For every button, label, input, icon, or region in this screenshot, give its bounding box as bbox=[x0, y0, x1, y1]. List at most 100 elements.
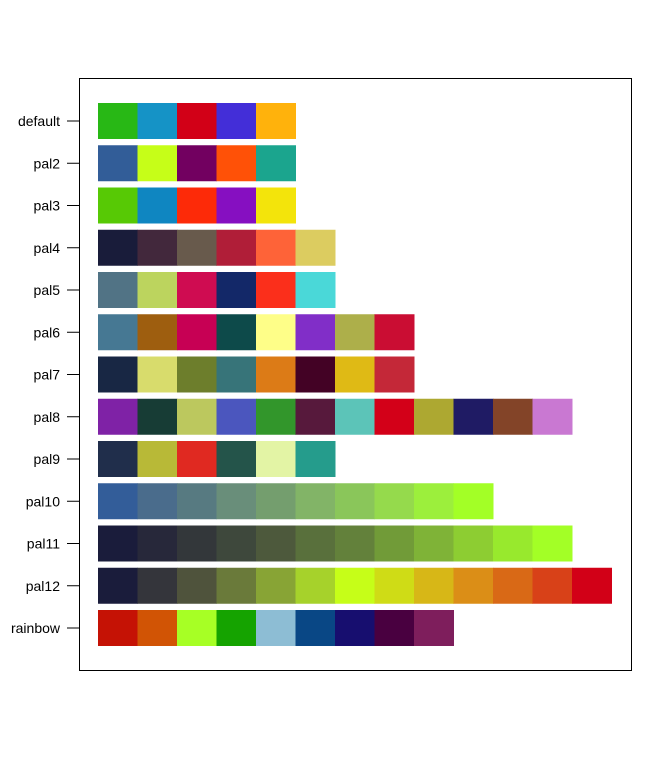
palette-row-pal9: pal9 bbox=[34, 441, 336, 477]
swatch bbox=[256, 272, 296, 308]
swatch bbox=[256, 441, 296, 477]
swatch bbox=[137, 525, 178, 562]
palette-row-pal8: pal8 bbox=[34, 398, 573, 435]
swatch bbox=[493, 525, 533, 562]
swatch bbox=[177, 398, 217, 435]
swatch bbox=[137, 229, 178, 266]
swatch bbox=[98, 356, 138, 393]
swatch bbox=[374, 398, 415, 435]
palette-row-pal3: pal3 bbox=[34, 187, 296, 224]
y-tick-label: pal11 bbox=[27, 536, 60, 552]
swatch bbox=[137, 483, 178, 520]
swatch bbox=[177, 272, 217, 308]
swatch bbox=[374, 314, 415, 351]
swatch bbox=[177, 356, 217, 393]
y-tick-label: pal5 bbox=[34, 282, 61, 298]
swatch bbox=[532, 525, 573, 562]
swatch bbox=[256, 103, 296, 139]
swatch bbox=[98, 441, 138, 477]
swatch bbox=[374, 483, 415, 520]
swatch bbox=[216, 525, 257, 562]
swatch bbox=[137, 567, 178, 604]
swatch bbox=[532, 567, 573, 604]
swatch bbox=[295, 610, 336, 646]
y-tick-label: pal2 bbox=[34, 155, 61, 171]
swatch bbox=[256, 229, 296, 266]
swatch bbox=[493, 567, 533, 604]
swatch bbox=[335, 567, 375, 604]
y-tick-label: pal7 bbox=[34, 367, 61, 383]
swatch bbox=[98, 272, 138, 308]
swatch bbox=[295, 525, 336, 562]
palette-row-pal12: pal12 bbox=[26, 567, 612, 604]
swatch bbox=[256, 314, 296, 351]
y-tick-label: pal12 bbox=[26, 578, 60, 594]
swatch bbox=[335, 483, 375, 520]
y-tick-label: pal4 bbox=[34, 240, 61, 256]
swatch bbox=[216, 229, 257, 266]
swatch bbox=[216, 145, 257, 182]
swatch bbox=[98, 525, 138, 562]
y-tick-label: pal8 bbox=[34, 409, 61, 425]
swatch bbox=[98, 610, 138, 646]
swatch bbox=[295, 272, 336, 308]
swatch bbox=[374, 567, 415, 604]
swatch bbox=[137, 103, 178, 139]
swatch bbox=[295, 483, 336, 520]
swatch bbox=[256, 145, 296, 182]
swatch bbox=[216, 314, 257, 351]
swatch bbox=[177, 610, 217, 646]
swatch bbox=[453, 398, 494, 435]
swatch bbox=[532, 398, 573, 435]
swatch bbox=[137, 187, 178, 224]
y-tick-label: pal3 bbox=[34, 198, 61, 214]
swatch bbox=[414, 610, 454, 646]
swatch bbox=[216, 610, 257, 646]
palette-row-pal2: pal2 bbox=[34, 145, 296, 182]
swatch bbox=[335, 314, 375, 351]
swatch bbox=[374, 356, 415, 393]
swatch bbox=[295, 398, 336, 435]
swatch bbox=[295, 567, 336, 604]
plot-frame bbox=[79, 78, 632, 671]
swatch bbox=[98, 567, 138, 604]
swatch bbox=[295, 441, 336, 477]
swatch bbox=[414, 483, 454, 520]
swatch bbox=[256, 398, 296, 435]
swatch bbox=[335, 398, 375, 435]
swatch bbox=[256, 483, 296, 520]
swatch bbox=[177, 187, 217, 224]
swatch bbox=[414, 567, 454, 604]
swatch bbox=[177, 441, 217, 477]
swatch bbox=[216, 567, 257, 604]
swatch bbox=[216, 187, 257, 224]
swatch bbox=[493, 398, 533, 435]
swatch bbox=[137, 145, 178, 182]
swatch bbox=[177, 229, 217, 266]
palette-row-pal6: pal6 bbox=[34, 314, 415, 351]
palette-row-pal11: pal11 bbox=[27, 525, 573, 562]
swatch bbox=[137, 398, 178, 435]
swatch bbox=[98, 483, 138, 520]
y-tick-label: pal9 bbox=[34, 451, 61, 467]
swatch bbox=[98, 398, 138, 435]
swatch bbox=[216, 272, 257, 308]
swatch bbox=[453, 483, 494, 520]
swatch bbox=[216, 441, 257, 477]
swatch bbox=[453, 567, 494, 604]
swatch bbox=[137, 314, 178, 351]
swatch bbox=[256, 356, 296, 393]
palette-row-rainbow: rainbow bbox=[11, 610, 454, 646]
swatch bbox=[98, 187, 138, 224]
swatch bbox=[295, 356, 336, 393]
swatch bbox=[177, 103, 217, 139]
swatch bbox=[256, 525, 296, 562]
swatch bbox=[414, 525, 454, 562]
swatch bbox=[137, 610, 178, 646]
swatch bbox=[177, 483, 217, 520]
swatch bbox=[216, 483, 257, 520]
swatch bbox=[216, 398, 257, 435]
palette-row-pal10: pal10 bbox=[26, 483, 494, 520]
palette-row-pal7: pal7 bbox=[34, 356, 415, 393]
